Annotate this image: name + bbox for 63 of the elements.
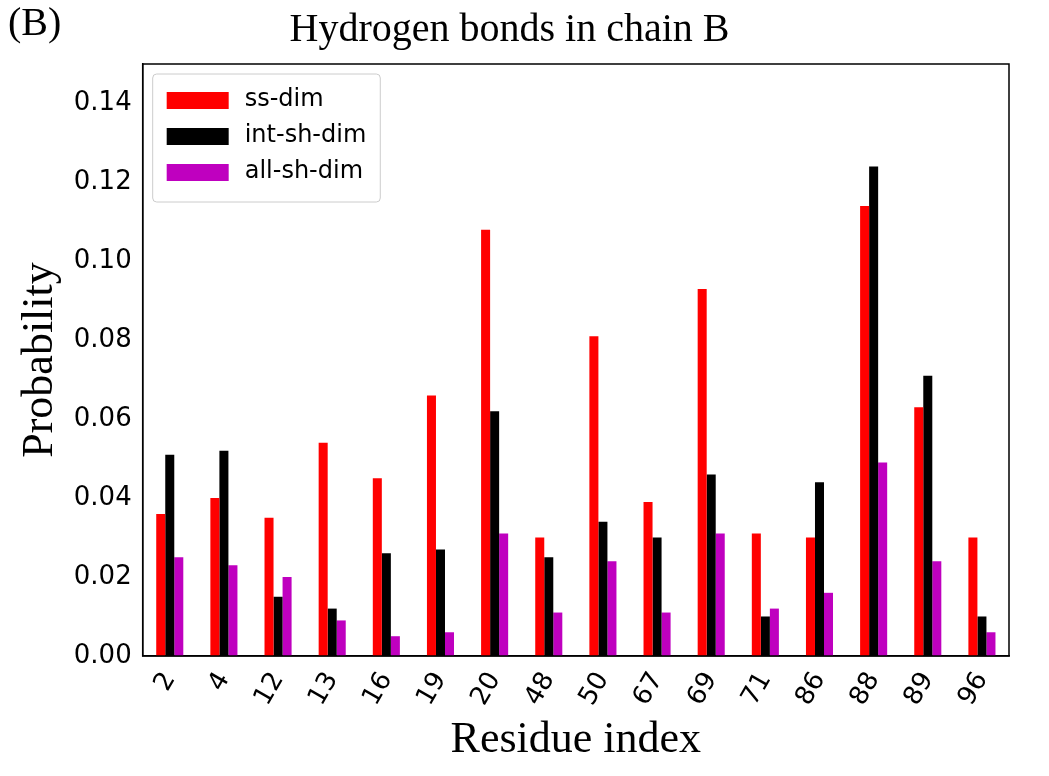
x-tick-label: 69	[679, 666, 723, 710]
bar	[715, 533, 725, 656]
x-tick-label: 96	[950, 666, 993, 710]
x-tick-label: 16	[354, 666, 398, 710]
bar	[661, 612, 671, 656]
x-tick-label: 67	[625, 666, 669, 710]
x-tick-label: 4	[200, 666, 235, 696]
bar	[553, 612, 563, 656]
bar	[535, 537, 545, 656]
bar	[336, 620, 346, 656]
x-tick-label: 19	[409, 666, 452, 710]
text: (B)	[8, 0, 62, 44]
bar	[426, 395, 436, 656]
bar	[210, 498, 220, 656]
bar	[878, 462, 888, 656]
bar	[282, 577, 292, 656]
bar	[318, 442, 328, 656]
x-tick-label: 50	[571, 666, 614, 710]
x-tick-label: 48	[517, 666, 560, 710]
bar	[751, 533, 761, 656]
y-tick-label: 0.00	[73, 638, 132, 669]
bar	[860, 206, 870, 656]
y-tick-label: 0.12	[73, 165, 132, 196]
y-tick-label: 0.02	[73, 559, 132, 590]
x-tick-label: 2	[146, 666, 181, 696]
bar	[589, 336, 599, 656]
bar	[390, 636, 400, 656]
y-axis-title: Probability	[12, 262, 62, 458]
y-tick-label: 0.08	[73, 322, 132, 353]
chart-title: Hydrogen bonds in chain B	[289, 4, 730, 50]
bar	[445, 632, 455, 656]
x-tick-label: 88	[842, 666, 885, 710]
y-tick-label: 0.06	[73, 401, 132, 432]
bar	[986, 632, 996, 656]
x-tick-label: 89	[896, 666, 939, 710]
bar	[968, 537, 978, 656]
x-tick-label: 12	[246, 666, 290, 710]
bar	[264, 517, 274, 656]
bar	[481, 229, 491, 656]
bar	[769, 608, 779, 656]
x-tick-label: 71	[733, 666, 777, 710]
x-tick-label: 20	[463, 666, 506, 710]
x-axis-title: Residue index	[450, 713, 702, 763]
bar	[499, 533, 509, 656]
y-tick-label: 0.04	[73, 480, 132, 511]
legend-label: int-sh-dim	[244, 120, 367, 149]
y-tick-label: 0.10	[73, 244, 132, 275]
x-tick-label: 86	[788, 666, 831, 710]
legend-label: all-sh-dim	[244, 156, 364, 185]
bar	[914, 407, 924, 656]
bar	[372, 478, 382, 656]
bar	[607, 561, 617, 656]
bar	[228, 565, 238, 656]
y-tick-label: 0.14	[73, 86, 132, 117]
bar	[932, 561, 942, 656]
bar	[643, 502, 653, 656]
bar	[805, 537, 815, 656]
x-tick-label: 13	[300, 666, 344, 710]
bar	[156, 513, 166, 656]
bar	[824, 592, 834, 656]
bar	[697, 288, 707, 656]
bar	[174, 557, 184, 656]
legend-label: ss-dim	[244, 84, 324, 113]
